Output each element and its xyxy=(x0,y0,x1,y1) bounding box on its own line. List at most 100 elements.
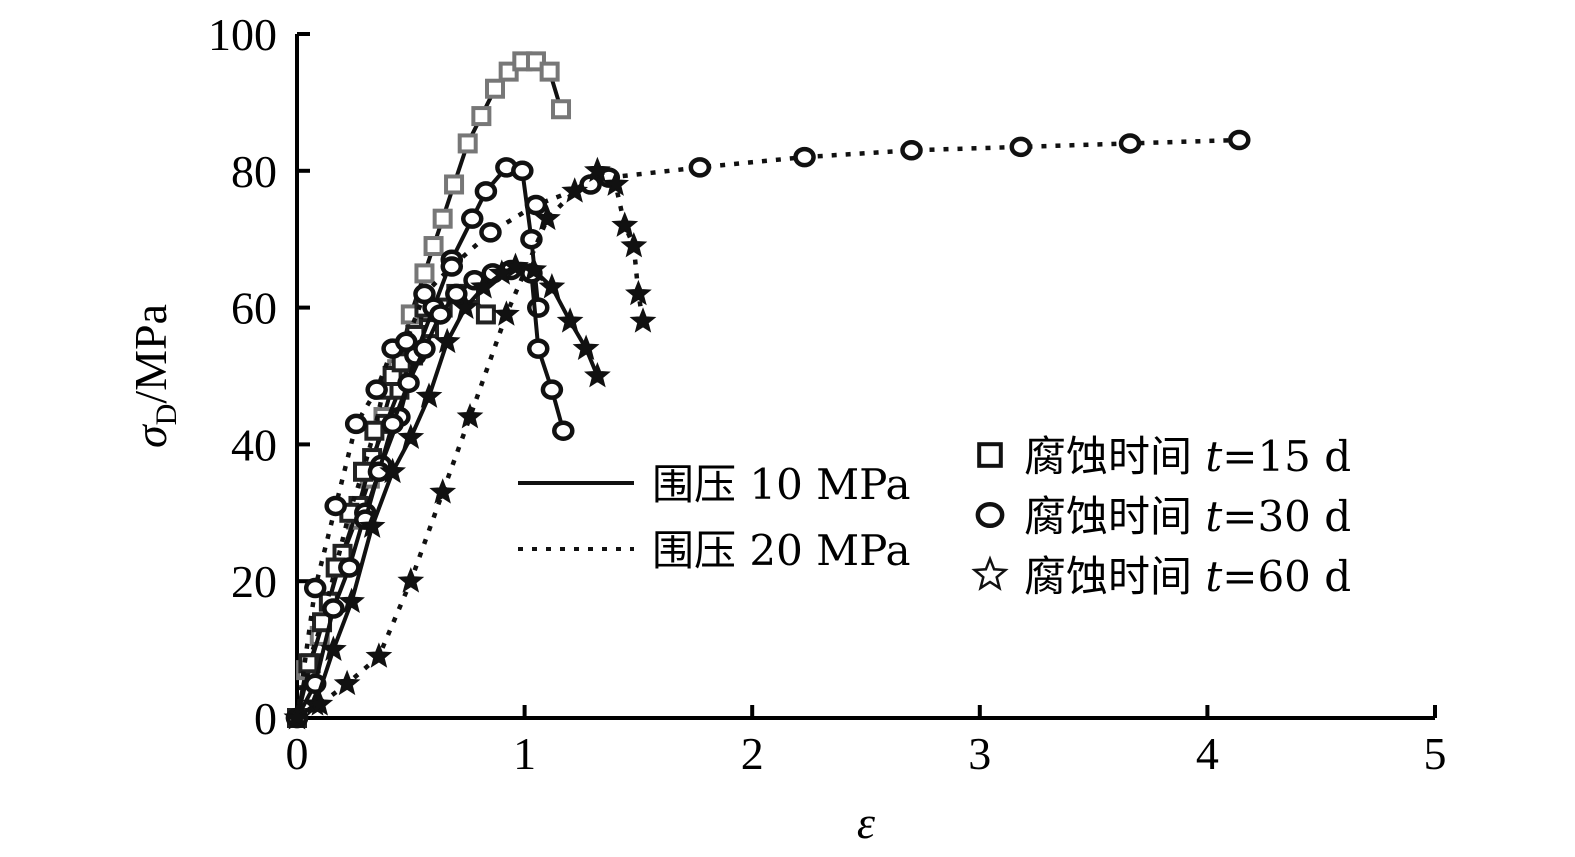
data-point xyxy=(479,222,502,243)
data-point xyxy=(397,423,425,449)
y-tick-label: 100 xyxy=(208,9,277,60)
series-star-dotted xyxy=(283,156,657,730)
legend-marker-label-value: =30 d xyxy=(1222,492,1351,541)
y-axis-title-symbol: σ xyxy=(125,423,176,448)
data-point xyxy=(461,208,484,229)
data-point xyxy=(432,208,453,229)
data-point xyxy=(533,204,561,231)
data-point xyxy=(338,557,361,578)
series-circle-solid xyxy=(285,157,550,729)
x-tick-label: 3 xyxy=(968,728,991,779)
legend-marker-label-text: 腐蚀时间 xyxy=(1024,552,1205,601)
data-point xyxy=(572,334,600,360)
y-tick-label: 80 xyxy=(231,146,277,197)
data-point xyxy=(625,279,652,306)
data-point xyxy=(303,577,327,599)
data-point xyxy=(1118,133,1142,154)
y-tick-label: 60 xyxy=(231,283,277,334)
data-point xyxy=(397,567,425,593)
series-layer xyxy=(283,51,1251,730)
data-point xyxy=(611,211,639,237)
legend-marker-label-value: =15 d xyxy=(1222,432,1351,481)
legend-marker-label-text: 腐蚀时间 xyxy=(1024,432,1205,481)
legend-marker-label: 腐蚀时间 t=15 d xyxy=(1024,432,1351,481)
data-point xyxy=(394,331,418,353)
data-point xyxy=(413,338,436,359)
data-point xyxy=(485,78,506,99)
legend-marker-label-var: t xyxy=(1205,552,1222,601)
legend-marker-label: 腐蚀时间 t=60 d xyxy=(1024,552,1351,601)
data-point xyxy=(470,273,497,299)
data-point xyxy=(475,304,496,325)
data-point xyxy=(364,420,385,441)
data-point xyxy=(320,635,347,661)
x-tick-label: 5 xyxy=(1424,728,1447,779)
data-point xyxy=(551,99,572,120)
data-point xyxy=(379,457,406,484)
data-point xyxy=(322,598,345,619)
data-point xyxy=(561,177,589,203)
data-point xyxy=(620,231,648,258)
legend-marker-label-var: t xyxy=(1205,432,1222,481)
data-point xyxy=(1009,136,1033,158)
data-point xyxy=(397,372,420,394)
data-point xyxy=(584,156,611,183)
y-axis-title: σD/MPa xyxy=(125,304,183,448)
data-point xyxy=(381,413,404,435)
data-point xyxy=(344,413,368,435)
data-point xyxy=(602,170,630,196)
data-point xyxy=(524,194,548,216)
data-point xyxy=(493,300,520,326)
legend-marker-label-var: t xyxy=(1205,492,1222,541)
y-tick-label: 40 xyxy=(231,419,277,470)
legend-marker-label-text: 腐蚀时间 xyxy=(1024,492,1205,541)
series-line xyxy=(295,167,646,720)
data-point xyxy=(584,361,611,388)
data-point xyxy=(365,642,393,668)
data-point xyxy=(900,140,923,161)
y-axis-title-unit: /MPa xyxy=(125,304,176,404)
x-axis-title: ε xyxy=(857,797,876,848)
legend-line-label: 围压 10 MPa xyxy=(652,460,911,509)
data-point xyxy=(338,587,365,614)
data-point xyxy=(552,420,575,441)
data-point xyxy=(358,512,386,538)
y-tick-label: 0 xyxy=(254,693,277,744)
data-point xyxy=(688,157,712,178)
axes: 0 1 2 3 4 5 0 20 40 60 80 100 ε σD/MPa xyxy=(125,9,1447,848)
data-point xyxy=(429,304,452,325)
data-point xyxy=(413,283,436,305)
legend-circle-icon xyxy=(975,501,1005,529)
data-point xyxy=(433,327,461,354)
data-point xyxy=(457,133,478,154)
series-line xyxy=(295,165,541,719)
legend-square-icon xyxy=(977,442,1003,468)
y-tick-label: 20 xyxy=(231,556,277,607)
data-point xyxy=(444,174,465,195)
series-star-solid xyxy=(283,252,611,730)
legend-line-label: 围压 20 MPa xyxy=(652,526,911,575)
data-point xyxy=(539,61,560,82)
data-point xyxy=(306,690,334,716)
data-point xyxy=(298,653,319,674)
data-point xyxy=(415,382,443,408)
data-point xyxy=(511,160,534,182)
data-point xyxy=(538,273,566,299)
data-point xyxy=(793,146,816,168)
data-point xyxy=(556,307,584,333)
legend-marker-label: 腐蚀时间 t=30 d xyxy=(1024,492,1351,541)
data-point xyxy=(502,252,529,278)
series-circle-dotted xyxy=(285,129,1251,729)
data-point xyxy=(283,703,311,730)
data-point xyxy=(440,256,464,277)
data-point xyxy=(414,263,435,284)
data-point xyxy=(456,402,484,429)
x-tick-label: 0 xyxy=(286,728,309,779)
x-tick-label: 2 xyxy=(741,728,764,779)
data-point xyxy=(1228,129,1251,151)
y-axis-title-subscript: D xyxy=(150,404,183,426)
x-tick-label: 4 xyxy=(1196,728,1219,779)
legend-star-icon xyxy=(971,555,1009,591)
